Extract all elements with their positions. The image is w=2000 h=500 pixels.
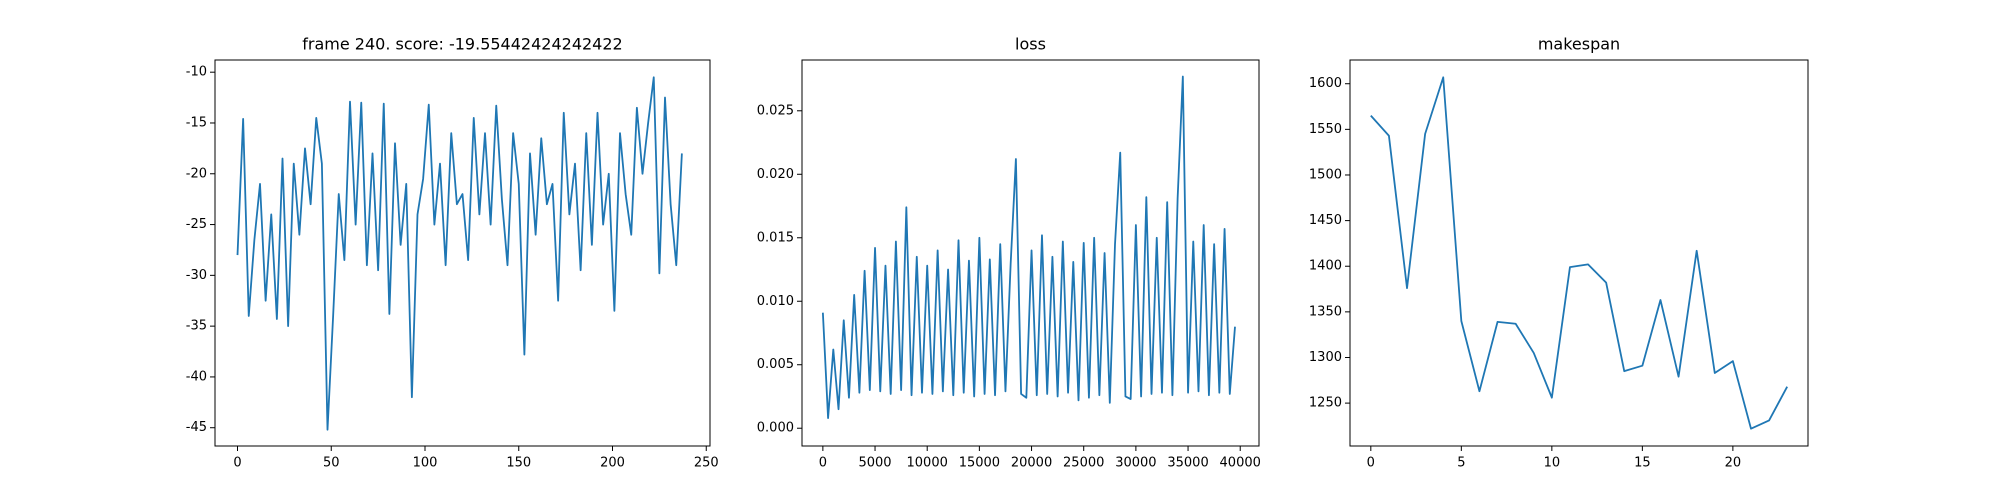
y-tick-label: -35 (186, 319, 207, 334)
y-tick-label: -25 (186, 217, 207, 232)
x-tick-label: 25000 (1063, 456, 1104, 471)
y-tick-label: 1250 (1309, 396, 1342, 411)
x-tick-label: 200 (600, 456, 625, 471)
y-tick-label: 1400 (1309, 259, 1342, 274)
x-tick-label: 0 (1367, 456, 1375, 471)
y-tick-label: -30 (186, 268, 207, 283)
y-tick-label: 1300 (1309, 350, 1342, 365)
chart-title: frame 240. score: -19.55442424242422 (302, 35, 622, 54)
series-line (1370, 76, 1788, 430)
y-tick-label: 0.015 (757, 230, 794, 245)
x-tick-label: 150 (506, 456, 531, 471)
x-tick-label: 20000 (1011, 456, 1052, 471)
y-tick-label: 0.005 (757, 357, 794, 372)
x-tick-label: 5000 (858, 456, 891, 471)
y-tick-label: 1550 (1309, 122, 1342, 137)
x-tick-label: 20 (1725, 456, 1742, 471)
x-tick-label: 15 (1634, 456, 1651, 471)
chart-title: loss (1015, 35, 1046, 54)
y-tick-label: 1600 (1309, 76, 1342, 91)
y-tick-label: 0.000 (757, 421, 794, 436)
x-tick-label: 10 (1544, 456, 1561, 471)
y-tick-label: 0.025 (757, 103, 794, 118)
y-tick-label: -15 (186, 115, 207, 130)
x-tick-label: 50 (323, 456, 340, 471)
x-tick-label: 40000 (1220, 456, 1261, 471)
axes-frame (1349, 59, 1809, 447)
axes-frame (214, 59, 711, 447)
axes-frame (801, 59, 1260, 447)
x-tick-label: 250 (694, 456, 719, 471)
series-line (821, 75, 1236, 419)
x-tick-label: 0 (819, 456, 827, 471)
y-tick-label: 1500 (1309, 167, 1342, 182)
x-tick-label: 30000 (1115, 456, 1156, 471)
x-tick-label: 0 (233, 456, 241, 471)
y-tick-label: -10 (186, 65, 207, 80)
y-tick-label: 1450 (1309, 213, 1342, 228)
y-tick-label: -40 (186, 369, 207, 384)
x-tick-label: 15000 (959, 456, 1000, 471)
x-tick-label: 10000 (907, 456, 948, 471)
series-line (236, 76, 683, 431)
x-tick-label: 5 (1457, 456, 1465, 471)
x-tick-label: 35000 (1167, 456, 1208, 471)
y-tick-label: -20 (186, 166, 207, 181)
y-tick-label: 0.010 (757, 294, 794, 309)
y-tick-label: 1350 (1309, 304, 1342, 319)
chart-title: makespan (1538, 35, 1620, 54)
y-tick-label: -45 (186, 420, 207, 435)
x-tick-label: 100 (413, 456, 438, 471)
y-tick-label: 0.020 (757, 167, 794, 182)
